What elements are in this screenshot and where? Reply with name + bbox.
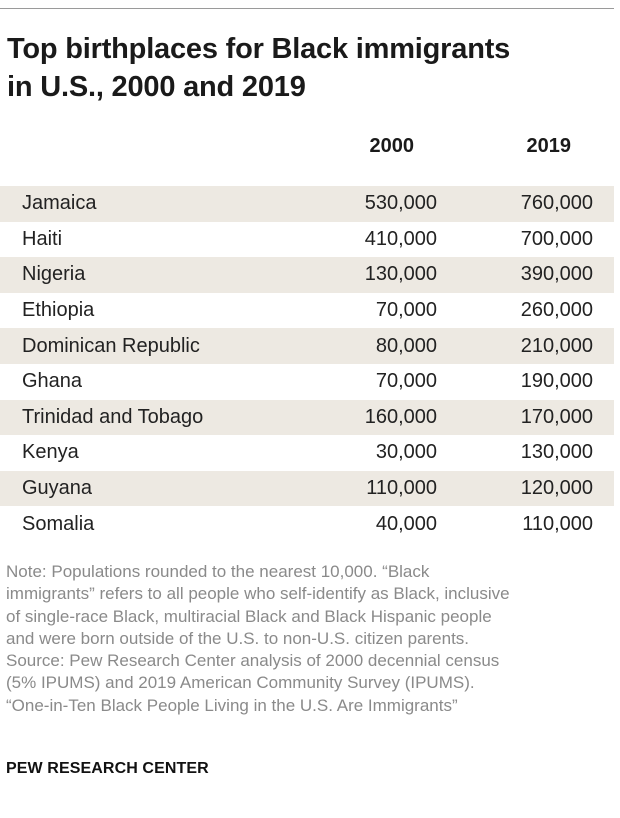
value-2000: 110,000 <box>366 477 437 500</box>
table-row: Ethiopia 70,000 260,000 <box>0 293 614 329</box>
country-label: Haiti <box>22 227 63 250</box>
note-text: Note: Populations rounded to the nearest… <box>6 561 611 717</box>
column-header-2019: 2019 <box>526 135 572 157</box>
value-2019: 190,000 <box>520 370 593 393</box>
data-table: Jamaica 530,000 760,000 Haiti 410,000 700,000… <box>0 186 614 542</box>
value-2000: 40,000 <box>375 512 437 535</box>
value-2019: 120,000 <box>520 477 593 500</box>
value-2019: 130,000 <box>520 441 593 464</box>
table-row: Nigeria 130,000 390,000 <box>0 257 614 293</box>
table-row: Ghana 70,000 190,000 <box>0 364 614 400</box>
table-row: Trinidad and Tobago 160,000 170,000 <box>0 399 614 436</box>
country-label: Somalia <box>22 512 95 535</box>
table-row: Somalia 40,000 110,000 <box>0 506 614 542</box>
value-2000: 70,000 <box>375 370 437 393</box>
value-2000: 530,000 <box>364 192 437 215</box>
table-row: Guyana 110,000 120,000 <box>0 470 614 507</box>
column-header-2000: 2000 <box>369 135 415 157</box>
value-2019: 390,000 <box>520 263 593 286</box>
note-line: of single-race Black, multiracial Black … <box>6 606 492 626</box>
value-2000: 410,000 <box>364 227 437 250</box>
note-line: Note: Populations rounded to the nearest… <box>6 562 430 581</box>
table-row: Kenya 30,000 130,000 <box>0 435 614 471</box>
country-label: Ghana <box>22 370 83 393</box>
value-2000: 130,000 <box>364 263 437 286</box>
chart-title: Top birthplaces for Black immigrants in … <box>7 30 607 106</box>
table-row: Jamaica 530,000 760,000 <box>0 186 614 222</box>
value-2019: 170,000 <box>520 405 593 428</box>
note-line: “One-in-Ten Black People Living in the U… <box>6 695 458 715</box>
value-2019: 110,000 <box>522 512 593 535</box>
country-label: Trinidad and Tobago <box>22 405 204 428</box>
country-label: Kenya <box>22 441 79 464</box>
value-2000: 80,000 <box>375 334 437 357</box>
note-line: immigrants” refers to all people who sel… <box>6 584 510 604</box>
value-2019: 210,000 <box>520 334 593 357</box>
value-2000: 160,000 <box>364 405 437 428</box>
country-label: Guyana <box>22 477 93 500</box>
country-label: Nigeria <box>22 263 86 286</box>
note-line: (5% IPUMS) and 2019 American Community S… <box>6 673 475 693</box>
value-2000: 70,000 <box>375 299 437 322</box>
note-line: and were born outside of the U.S. to non… <box>6 628 470 648</box>
pew-research-center-brand: PEW RESEARCH CENTER <box>6 760 209 777</box>
value-2019: 260,000 <box>520 299 593 322</box>
value-2019: 760,000 <box>520 192 593 215</box>
value-2000: 30,000 <box>375 441 437 464</box>
table-row: Dominican Republic 80,000 210,000 <box>0 328 614 364</box>
title-line-2: in U.S., 2000 and 2019 <box>7 71 306 103</box>
note-line: Source: Pew Research Center analysis of … <box>6 651 500 671</box>
top-rule <box>0 8 614 9</box>
country-label: Jamaica <box>22 192 97 215</box>
table-row: Haiti 410,000 700,000 <box>0 222 614 258</box>
value-2019: 700,000 <box>520 227 593 250</box>
country-label: Ethiopia <box>22 299 95 322</box>
country-label: Dominican Republic <box>22 334 200 357</box>
title-line-1: Top birthplaces for Black immigrants <box>7 33 511 65</box>
